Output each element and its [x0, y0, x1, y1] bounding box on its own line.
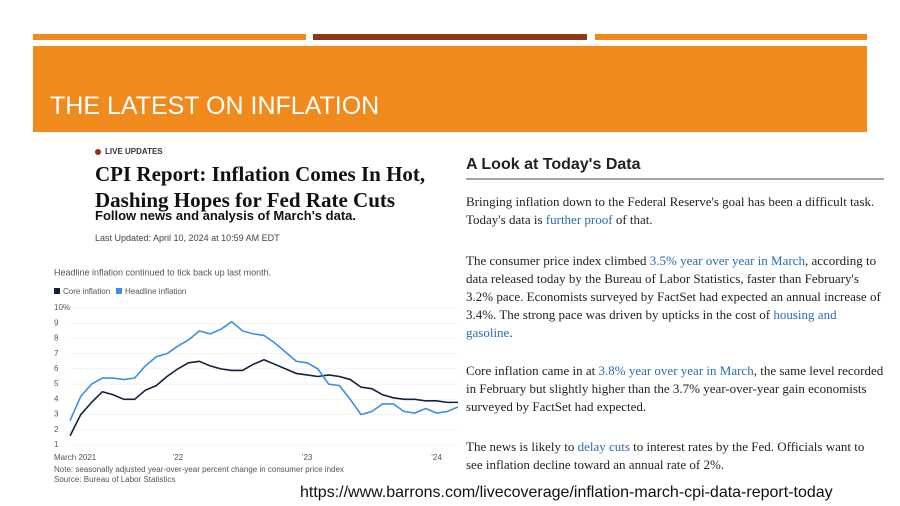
- y-tick-label: 5: [54, 379, 59, 388]
- subhead: Follow news and analysis of March's data…: [95, 208, 356, 223]
- updated: Last Updated: April 10, 2024 at 10:59 AM…: [95, 233, 280, 243]
- series-line: [69, 320, 459, 421]
- panel-bg: [460, 150, 885, 485]
- text: to interest rates by the Fed. Officials …: [466, 439, 865, 472]
- chart-title: Headline inflation continued to tick bac…: [54, 267, 271, 277]
- y-tick-label: 9: [54, 318, 59, 327]
- y-tick-label: 8: [54, 334, 59, 343]
- paragraph: The news is likely to delay cuts to inte…: [466, 438, 884, 474]
- y-tick-label: 7: [54, 349, 59, 358]
- y-tick-label: 2: [54, 425, 59, 434]
- link[interactable]: further proof: [545, 212, 613, 227]
- accent-bar: [595, 34, 867, 40]
- banner: [33, 46, 867, 132]
- badge: LIVE UPDATES: [105, 147, 163, 156]
- headline-line: CPI Report: Inflation Comes In Hot,: [95, 162, 426, 186]
- legend-swatch: [54, 288, 60, 294]
- legend-swatch: [116, 288, 122, 294]
- link[interactable]: 3.5% year over year in March: [649, 253, 805, 268]
- x-tick-label: March 2021: [54, 453, 97, 462]
- text: The news is likely to: [466, 439, 578, 454]
- y-tick-label: 1: [54, 440, 59, 449]
- text: Core inflation came in at: [466, 363, 599, 378]
- text: .: [509, 325, 513, 340]
- legend-label: Headline inflation: [125, 287, 186, 296]
- accent-bar: [33, 34, 306, 40]
- y-tick-label: 6: [54, 364, 59, 373]
- slide-title: THE LATEST ON INFLATION: [50, 92, 380, 120]
- link[interactable]: 3.8% year over year in March: [598, 363, 754, 378]
- text: , the same level recorded in February bu…: [466, 363, 884, 414]
- text: Bringing inflation down to the Federal R…: [466, 194, 875, 227]
- link[interactable]: delay cuts: [577, 439, 630, 454]
- text: The consumer price index climbed: [466, 253, 650, 268]
- x-tick-label: ’24: [431, 453, 442, 462]
- chart-source: Source: Bureau of Labor Statistics: [54, 475, 175, 484]
- legend-label: Core inflation: [63, 287, 110, 296]
- text: of that.: [612, 212, 653, 227]
- y-tick-label: 10%: [54, 303, 70, 312]
- x-tick-label: ’22: [172, 453, 183, 462]
- y-tick-label: 4: [54, 394, 59, 403]
- paragraph: Bringing inflation down to the Federal R…: [466, 193, 884, 229]
- headline-line: Dashing Hopes for Fed Rate Cuts: [95, 188, 396, 212]
- headline: CPI Report: Inflation Comes In Hot, Dash…: [95, 161, 425, 213]
- paragraph: The consumer price index climbed 3.5% ye…: [466, 252, 884, 342]
- text: , according to data released today by th…: [466, 253, 881, 322]
- y-tick-label: 3: [54, 410, 59, 419]
- source-url: https://www.barrons.com/livecoverage/inf…: [300, 484, 833, 501]
- accent-bar: [313, 34, 587, 40]
- series-line: [69, 358, 458, 437]
- chart: Headline inflation continued to tick bac…: [54, 267, 459, 484]
- paragraph: Core inflation came in at 3.8% year over…: [466, 362, 884, 416]
- link[interactable]: housing and gasoline: [466, 307, 837, 340]
- live-dot: [95, 149, 101, 155]
- chart-note: Note: seasonally adjusted year-over-year…: [54, 465, 344, 474]
- x-tick-label: ’23: [302, 453, 313, 462]
- panel-heading: A Look at Today's Data: [466, 156, 641, 173]
